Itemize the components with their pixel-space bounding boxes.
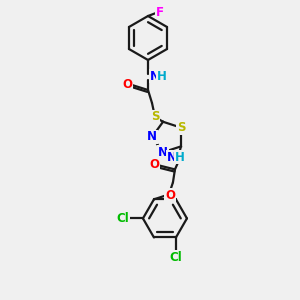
Text: O: O	[122, 77, 132, 91]
Text: N: N	[158, 146, 168, 159]
Text: N: N	[147, 130, 157, 143]
Text: H: H	[157, 70, 167, 83]
Text: Cl: Cl	[117, 212, 129, 225]
Text: O: O	[165, 189, 175, 202]
Text: S: S	[151, 110, 159, 124]
Text: H: H	[175, 151, 185, 164]
Text: N: N	[150, 70, 160, 83]
Text: S: S	[177, 121, 185, 134]
Text: N: N	[167, 151, 177, 164]
Text: Cl: Cl	[169, 251, 182, 264]
Text: F: F	[156, 5, 164, 19]
Text: O: O	[149, 158, 159, 171]
